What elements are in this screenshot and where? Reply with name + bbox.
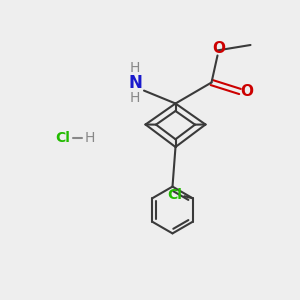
Text: O: O xyxy=(212,41,225,56)
Text: H: H xyxy=(130,92,140,105)
Text: H: H xyxy=(85,131,95,145)
Text: O: O xyxy=(240,84,253,99)
Text: Cl: Cl xyxy=(167,188,182,202)
Text: Cl: Cl xyxy=(56,131,70,145)
Text: N: N xyxy=(128,74,142,92)
Text: H: H xyxy=(130,61,140,75)
